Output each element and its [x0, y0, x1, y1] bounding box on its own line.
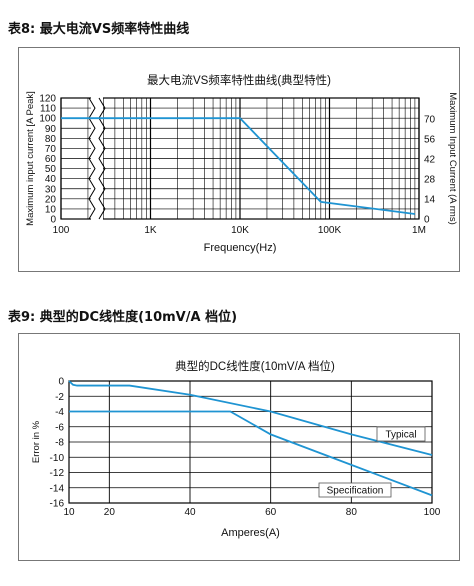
y-axis-label: Error in % — [31, 420, 42, 463]
typical-label: Typical — [385, 430, 416, 441]
chart-2-frame: 典型的DC线性度(10mV/A 档位) Typical Specification 0… — [18, 333, 460, 561]
y2-tick-label: 42 — [424, 155, 436, 166]
typical-line — [68, 380, 433, 456]
x-axis-label: Frequency(Hz) — [204, 242, 277, 254]
x-tick-label: 1M — [412, 225, 426, 236]
y-tick-label: 50 — [45, 164, 57, 175]
x-tick-label: 20 — [104, 507, 116, 518]
section-2-heading: 表9: 典型的DC线性度(10mV/A 档位) — [8, 310, 238, 325]
y-tick-label: -8 — [55, 438, 64, 449]
y-tick-label: -12 — [50, 468, 65, 479]
specification-line — [69, 410, 433, 497]
chart-1-frame: 最大电流VS频率特性曲线(典型特性) 0 10 20 30 40 50 60 70 80 90 100… — [18, 47, 460, 272]
plot-border — [68, 380, 433, 504]
y-tick-label: 0 — [50, 215, 56, 226]
y-tick-label: 100 — [39, 114, 56, 125]
y-tick-label: 120 — [39, 94, 56, 105]
x-tick-label: 80 — [346, 507, 358, 518]
x-tick-label: 40 — [184, 507, 196, 518]
specification-label: Specification — [327, 486, 384, 497]
y2-tick-label: 0 — [424, 215, 430, 226]
y-tick-label: 40 — [45, 174, 57, 185]
y-tick-label: 30 — [45, 184, 57, 195]
y-tick-label: -16 — [50, 499, 65, 510]
y-tick-label: -2 — [55, 392, 64, 403]
x-tick-label: 100 — [424, 507, 441, 518]
series-line — [61, 117, 416, 215]
chart-title: 典型的DC线性度(10mV/A 档位) — [175, 359, 335, 373]
y-tick-label: 10 — [45, 204, 57, 215]
y2-tick-label: 56 — [424, 135, 436, 146]
x-tick-label: 100 — [53, 225, 70, 236]
section-1-heading: 表8: 最大电流VS频率特性曲线 — [8, 22, 190, 37]
y-tick-label: 90 — [45, 124, 57, 135]
x-tick-label: 60 — [265, 507, 277, 518]
y2-tick-label: 28 — [424, 175, 436, 186]
y-tick-label: 70 — [45, 144, 57, 155]
y-tick-label: 80 — [45, 134, 57, 145]
chart-title: 最大电流VS频率特性曲线(典型特性) — [147, 73, 331, 87]
y-tick-label: -6 — [55, 422, 64, 433]
y-tick-label: 20 — [45, 194, 57, 205]
y-tick-label: -10 — [50, 453, 65, 464]
y-tick-label: 0 — [58, 377, 64, 388]
x-tick-label: 10 — [63, 507, 75, 518]
x-tick-label: 10K — [231, 225, 249, 236]
y-tick-label: 60 — [45, 154, 57, 165]
specification-label-box — [318, 482, 392, 498]
x-tick-label: 1K — [144, 225, 157, 236]
y-axis-label: Maximum input current [A Peak] — [25, 91, 36, 226]
y-tick-label: -14 — [50, 483, 65, 494]
y2-axis-label: Maximum Input Current (A rms) — [447, 92, 458, 225]
y2-tick-label: 14 — [424, 195, 436, 206]
x-tick-label: 100K — [318, 225, 342, 236]
plot-border — [60, 97, 420, 220]
y-tick-label: 110 — [40, 104, 56, 115]
y-tick-label: -4 — [55, 407, 64, 418]
y2-tick-label: 70 — [424, 115, 436, 126]
typical-label-box — [376, 426, 426, 442]
axis-break-band — [91, 97, 103, 220]
x-axis-label: Amperes(A) — [221, 527, 280, 539]
frequency-chart: 最大电流VS频率特性曲线(典型特性)0102030405060708090100… — [25, 73, 458, 254]
dc-linearity-chart: 典型的DC线性度(10mV/A 档位) Typical Specification 0… — [31, 359, 441, 539]
